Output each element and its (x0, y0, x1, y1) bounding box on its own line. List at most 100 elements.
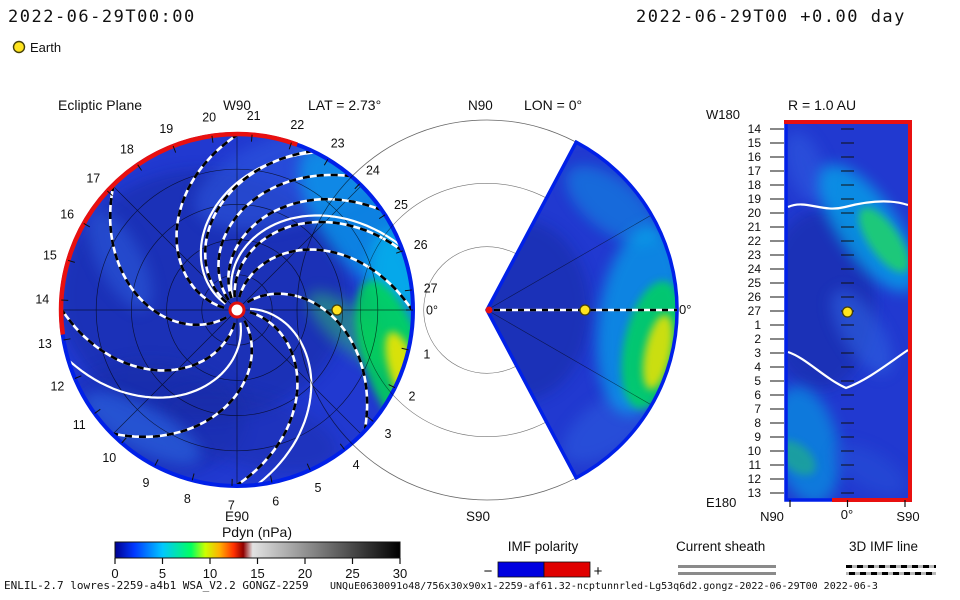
sun-marker (228, 301, 246, 319)
ecliptic-imf-lines (62, 135, 412, 485)
ring-tick (388, 384, 396, 389)
radial-title: R = 1.0 AU (788, 97, 856, 113)
earth-legend-label: Earth (30, 40, 61, 55)
row-label: 15 (748, 136, 762, 150)
current-sheet-line (249, 307, 313, 485)
colorbar-tick-label: 30 (393, 566, 407, 581)
timestamp-left: 2022-06-29T00:00 (8, 7, 196, 27)
row-label: 10 (748, 444, 762, 458)
row-label: 11 (749, 458, 762, 472)
ring-label: 16 (60, 208, 74, 222)
grid-spoke (486, 214, 652, 311)
polarity-ring-positive (58, 131, 298, 335)
colorbar-title: Pdyn (nPa) (222, 524, 292, 540)
colorbar-tick-label: 15 (250, 566, 264, 581)
legend-current-sheath: Current sheath (676, 539, 776, 575)
imf-positive-swatch (543, 561, 591, 578)
ring-tick (137, 164, 143, 171)
ring-tick (378, 214, 386, 220)
ring-tick (154, 459, 159, 466)
ring-tick (83, 223, 91, 228)
radial-bottom-left-label: E180 (706, 495, 736, 510)
ring-label: 11 (73, 418, 86, 432)
row-label: 2 (754, 332, 761, 346)
colorbar-tick-label: 0 (111, 566, 118, 581)
ring-label: 10 (102, 451, 116, 465)
ring-label: 19 (159, 122, 173, 136)
row-label: 14 (748, 122, 762, 136)
ecliptic-sheet-lines (68, 151, 400, 485)
imf-line (233, 220, 403, 298)
ring-label: 18 (120, 143, 134, 157)
ring-tick (250, 134, 253, 142)
ring-tick (354, 183, 361, 190)
row-label: 26 (748, 290, 762, 304)
imf-polarity-label: IMF polarity (508, 539, 579, 554)
radial-axis-0: 0° (841, 507, 853, 522)
meridional-top-label: N90 (468, 98, 493, 113)
row-label: 27 (748, 304, 762, 318)
colorbar-tick-label: 5 (159, 566, 166, 581)
legend-imf-polarity: IMF polarity − + (484, 539, 603, 580)
sun-apex-marker (485, 306, 493, 314)
ring-label: 26 (414, 238, 428, 252)
imf-line (236, 311, 299, 485)
row-label: 12 (748, 472, 762, 486)
imf-plus-label: + (594, 563, 603, 580)
ring-label: 21 (247, 109, 261, 123)
row-label: 22 (748, 234, 762, 248)
ring-label: 9 (143, 476, 150, 490)
ecliptic-lat-label: LAT = 2.73° (308, 97, 381, 113)
ring-tick (401, 347, 409, 351)
earth-legend-icon (12, 40, 26, 54)
current-sheet-line (68, 322, 243, 399)
ring-label: 27 (424, 281, 438, 295)
grid-spoke (486, 309, 652, 406)
row-label: 6 (754, 388, 761, 402)
imf-line (217, 173, 350, 301)
field-blob (858, 207, 910, 273)
field-blob (786, 131, 828, 205)
imf-line (227, 197, 381, 299)
colorbar-tick-label: 20 (298, 566, 312, 581)
field-blob (786, 385, 840, 500)
imf-negative-swatch (497, 561, 545, 578)
ring-label: 6 (272, 495, 279, 509)
ring-tick (94, 408, 101, 414)
ring-tick (288, 142, 292, 150)
meridional-lon-label: LON = 0° (524, 97, 582, 113)
row-label: 18 (748, 178, 762, 192)
row-label: 25 (748, 276, 762, 290)
ring-label: 14 (35, 292, 49, 306)
ring-tick (121, 437, 127, 444)
row-label: 7 (754, 402, 761, 416)
row-label: 13 (748, 486, 762, 500)
imf-line (238, 248, 412, 311)
ring-tick (191, 473, 195, 481)
imf-line (203, 150, 312, 304)
grid-spoke (236, 185, 362, 311)
radial-row-labels: 1415161718192021222324252627123456789101… (748, 122, 762, 500)
current-sheet-line (230, 214, 400, 299)
ecliptic-ring-ticks (61, 134, 413, 486)
imf-line (175, 135, 238, 309)
model-info: ENLIL-2.7 lowres-2259-a4b1 WSA_V2.2 GONG… (4, 579, 309, 592)
watermark: UNQuE0630091o48/756x30x90x1-2259-af61.32… (330, 581, 878, 592)
ring-label: 7 (228, 498, 235, 512)
colorbar: Pdyn (nPa) 0 5 10 15 20 25 30 (111, 524, 407, 581)
colorbar-tick-label: 25 (345, 566, 359, 581)
ring-label: 8 (184, 492, 191, 506)
row-label: 19 (748, 192, 762, 206)
ring-label: 12 (50, 379, 64, 393)
ring-label: 2 (409, 390, 416, 404)
earth-marker-ecliptic (331, 304, 343, 316)
radial-bottom-ticks (789, 500, 906, 507)
row-label: 3 (754, 346, 761, 360)
earth-marker-meridional (579, 304, 591, 316)
current-sheet-line (787, 200, 909, 210)
field-blob (83, 391, 201, 465)
row-label: 20 (748, 206, 762, 220)
ring-label: 13 (38, 337, 52, 351)
